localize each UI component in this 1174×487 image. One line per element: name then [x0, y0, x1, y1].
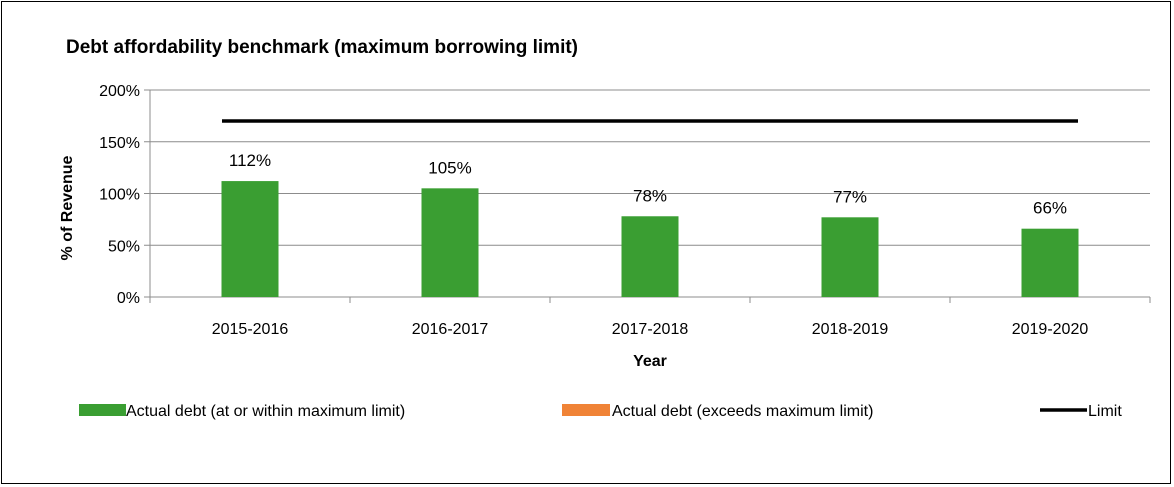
bar	[221, 181, 279, 297]
y-tick-label: 150%	[99, 135, 140, 152]
data-label: 112%	[229, 151, 271, 170]
legend-label-exceeds-limit: Actual debt (exceeds maximum limit)	[612, 403, 873, 420]
y-axis-title: % of Revenue	[59, 155, 76, 260]
bar	[821, 217, 879, 297]
x-tick-label: 2018-2019	[812, 321, 889, 338]
data-label: 78%	[633, 186, 667, 205]
bars	[221, 181, 1079, 297]
bar	[621, 216, 679, 297]
x-tick-label: 2019-2020	[1012, 321, 1089, 338]
gridlines	[144, 89, 1151, 303]
bar	[1021, 228, 1079, 297]
legend-swatch-within-limit	[79, 404, 126, 416]
legend-label-limit: Limit	[1088, 403, 1122, 420]
x-axis-title: Year	[633, 353, 667, 370]
x-tick-label: 2015-2016	[212, 321, 289, 338]
y-tick-label: 200%	[99, 83, 140, 100]
data-label: 66%	[1033, 199, 1067, 218]
x-axis-ticks: 2015-2016 2016-2017 2017-2018 2018-2019 2019…	[212, 321, 1089, 338]
legend: Actual debt (at or within maximum limit)…	[79, 403, 1122, 420]
y-axis-ticks: 0% 50% 100% 150% 200%	[99, 83, 140, 307]
data-label: 77%	[833, 187, 867, 206]
x-tick-label: 2016-2017	[412, 321, 489, 338]
x-tick-label: 2017-2018	[612, 321, 689, 338]
data-label: 105%	[428, 158, 471, 177]
y-tick-label: 50%	[108, 238, 140, 255]
legend-swatch-exceeds-limit	[562, 404, 610, 416]
y-tick-label: 0%	[117, 290, 140, 307]
data-labels: 112% 105% 78% 77% 66%	[229, 151, 1067, 218]
y-tick-label: 100%	[99, 187, 140, 204]
bar	[421, 188, 479, 297]
chart-title: Debt affordability benchmark (maximum bo…	[66, 37, 578, 58]
legend-label-within-limit: Actual debt (at or within maximum limit)	[126, 403, 405, 420]
